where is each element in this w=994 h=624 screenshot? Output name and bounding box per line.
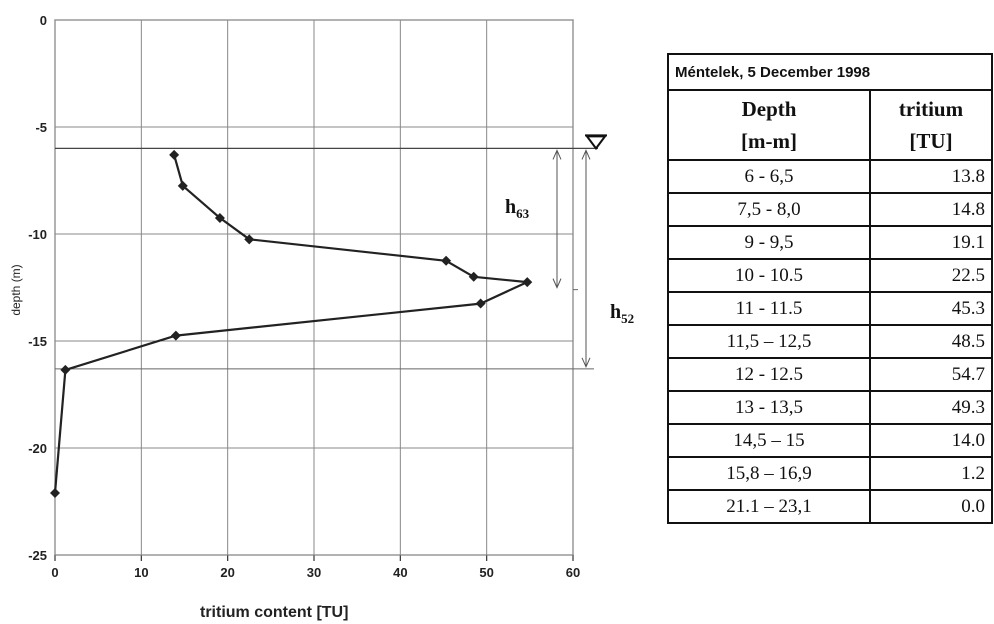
- depth-cell: 11 - 11.5: [667, 291, 871, 326]
- x-tick-label: 40: [393, 565, 407, 580]
- h63-arrow-head-top: [552, 149, 562, 160]
- data-point: [468, 271, 479, 282]
- h52-label-main: h: [610, 301, 621, 323]
- depth-cell: 21.1 – 23,1: [667, 489, 871, 524]
- x-tick-label: 50: [479, 565, 493, 580]
- data-series: [50, 149, 533, 498]
- h52-arrow-head-top: [581, 149, 591, 160]
- grid-lines: [54, 19, 574, 561]
- depth-cell: 10 - 10.5: [667, 258, 871, 293]
- h52-label-sub: 52: [621, 311, 634, 326]
- x-axis-label: tritium content [TU]: [200, 604, 348, 621]
- x-tick-label: 0: [51, 565, 58, 580]
- water-table-icon: [585, 135, 607, 151]
- depth-cell: 9 - 9,5: [667, 225, 871, 260]
- depth-cell: 13 - 13,5: [667, 390, 871, 425]
- y-tick-label: -20: [28, 441, 47, 456]
- table-row: 7,5 - 8,0 14.8: [667, 192, 993, 227]
- table-row: 12 - 12.5 54.7: [667, 357, 993, 392]
- data-point: [50, 487, 60, 498]
- x-tick-label: 60: [566, 565, 580, 580]
- table-row: 14,5 – 15 14.0: [667, 423, 993, 458]
- depth-cell: 11,5 – 12,5: [667, 324, 871, 359]
- tritium-cell: 1.2: [869, 456, 993, 491]
- data-point: [475, 298, 486, 309]
- tritium-cell: 13.8: [869, 159, 993, 194]
- series-line: [53, 154, 529, 493]
- table-row: 11 - 11.5 45.3: [667, 291, 993, 326]
- header-tritium: tritium [TU]: [869, 89, 993, 161]
- tick-labels: 0 10 20 30 40 50 60 0 -5 -10 -15 -20 -25: [28, 13, 580, 580]
- depth-cell: 7,5 - 8,0: [667, 192, 871, 227]
- data-point: [214, 212, 225, 223]
- tritium-cell: 54.7: [869, 357, 993, 392]
- y-axis-label: depth (m): [9, 264, 23, 315]
- header-depth: Depth [m-m]: [667, 89, 871, 161]
- h63-arrow-head-bottom: [552, 278, 562, 289]
- x-tick-label: 10: [134, 565, 148, 580]
- h63-label-sub: 63: [516, 206, 530, 221]
- h52-arrow-head-bottom: [581, 357, 591, 369]
- x-tick-label: 30: [307, 565, 321, 580]
- depth-cell: 14,5 – 15: [667, 423, 871, 458]
- depth-cell: 6 - 6,5: [667, 159, 871, 194]
- tritium-table: Méntelek, 5 December 1998 Depth [m-m] tr…: [667, 53, 993, 524]
- tritium-cell: 14.8: [869, 192, 993, 227]
- table-row: 13 - 13,5 49.3: [667, 390, 993, 425]
- data-point: [441, 255, 452, 266]
- h63-label-main: h: [505, 196, 516, 218]
- data-point: [244, 234, 255, 245]
- tritium-cell: 0.0: [869, 489, 993, 524]
- table-caption: Méntelek, 5 December 1998: [667, 53, 993, 91]
- table-row: 11,5 – 12,5 48.5: [667, 324, 993, 359]
- header-tritium-line1: tritium: [898, 97, 964, 121]
- table-row: 21.1 – 23,1 0.0: [667, 489, 993, 524]
- table-body: 6 - 6,5 13.8 7,5 - 8,0 14.8 9 - 9,5 19.1 10 - …: [667, 159, 993, 524]
- tritium-cell: 49.3: [869, 390, 993, 425]
- y-tick-label: -15: [28, 334, 47, 349]
- tritium-cell: 48.5: [869, 324, 993, 359]
- tritium-cell: 19.1: [869, 225, 993, 260]
- table-row: 10 - 10.5 22.5: [667, 258, 993, 293]
- header-depth-line1: Depth: [741, 97, 797, 121]
- table-row: 6 - 6,5 13.8: [667, 159, 993, 194]
- y-tick-label: -10: [28, 227, 47, 242]
- y-tick-label: -5: [35, 120, 47, 135]
- tritium-cell: 14.0: [869, 423, 993, 458]
- tritium-cell: 22.5: [869, 258, 993, 293]
- data-point: [60, 364, 71, 375]
- tritium-cell: 45.3: [869, 291, 993, 326]
- depth-cell: 12 - 12.5: [667, 357, 871, 392]
- y-tick-label: 0: [40, 13, 47, 28]
- h52-label: h52: [610, 301, 634, 326]
- h63-label: h63: [505, 196, 530, 221]
- data-point: [170, 330, 181, 341]
- x-tick-label: 20: [220, 565, 234, 580]
- depth-cell: 15,8 – 16,9: [667, 456, 871, 491]
- y-tick-label: -25: [28, 548, 47, 563]
- table-row: 15,8 – 16,9 1.2: [667, 456, 993, 491]
- table-row: 9 - 9,5 19.1: [667, 225, 993, 260]
- data-point: [169, 149, 180, 160]
- header-tritium-line2: [TU]: [909, 129, 953, 153]
- header-depth-line2: [m-m]: [741, 129, 797, 153]
- data-point: [522, 277, 533, 288]
- data-point: [177, 180, 188, 191]
